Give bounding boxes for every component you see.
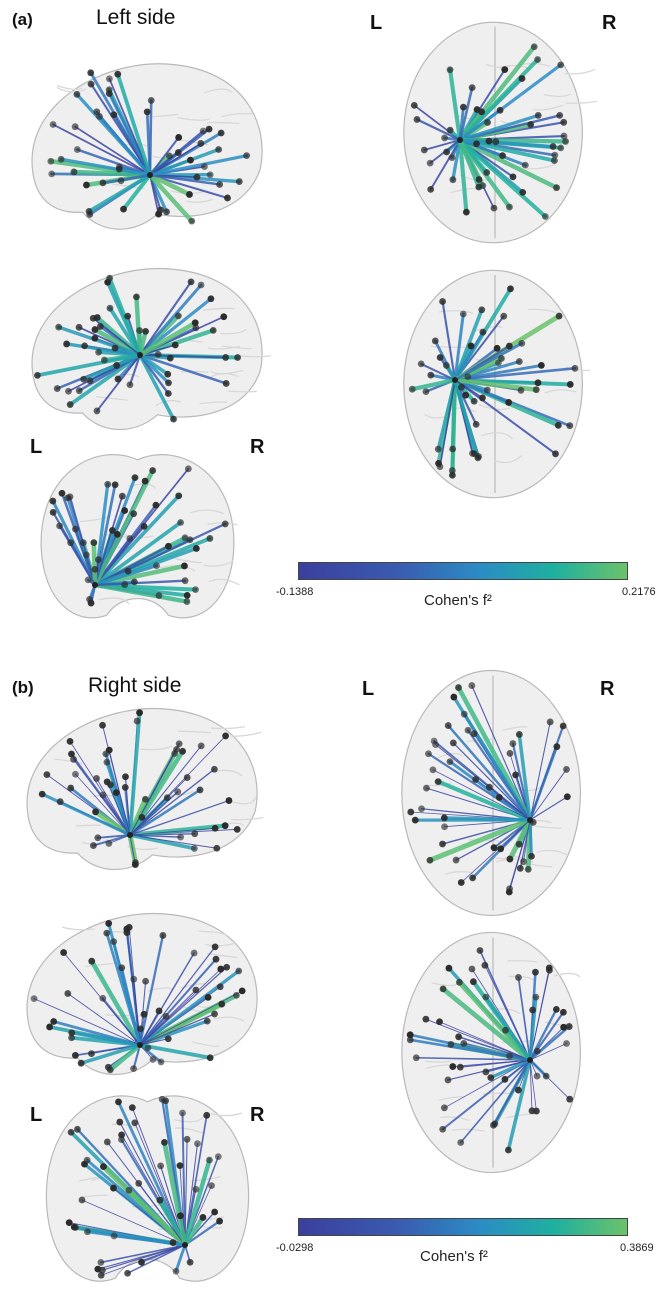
panel-a-coronal-right-label: R <box>250 436 265 458</box>
panel-a-label: (a) <box>12 10 33 29</box>
panel-b-coronal-brain <box>45 1095 250 1282</box>
panel-b-axial-top-left-label: L <box>362 678 375 700</box>
panel-a-coronal-brain <box>40 454 240 619</box>
panel-b-colorbar <box>298 1218 628 1236</box>
panel-a-colorbar-max: 0.2176 <box>622 586 656 598</box>
panel-b-colorbar-min: -0.0298 <box>276 1242 314 1254</box>
panel-b-coronal-left-label: L <box>30 1104 43 1126</box>
panel-a-sagittal-bottom-brain <box>31 267 272 431</box>
panel-a-coronal-left-label: L <box>30 436 43 458</box>
panel-a-colorbar-min: -0.1388 <box>276 586 314 598</box>
panel-a-left-side: (a) Left side L R L R -0.1388 0.2176 Coh… <box>0 0 662 640</box>
panel-a-colorbar-title: Cohen's f² <box>424 592 492 609</box>
panel-b-colorbar-title: Cohen's f² <box>420 1248 488 1265</box>
panel-a-axial-bottom-brain <box>403 269 591 499</box>
panel-b-sagittal-top-brain <box>26 707 264 871</box>
panel-a-axial-top-brain <box>403 21 597 244</box>
panel-a-title: Left side <box>96 6 176 29</box>
panel-b-right-side: (b) Right side L R L R <box>0 640 662 1302</box>
panel-b-title: Right side <box>88 674 182 697</box>
panel-b-axial-bottom-brain <box>401 931 582 1174</box>
panel-a-colorbar <box>298 562 628 580</box>
panel-b-sagittal-bottom-brain <box>26 912 258 1076</box>
panel-a-sagittal-top-brain <box>31 63 263 230</box>
panel-b-label: (b) <box>12 678 34 697</box>
panel-b-colorbar-max: 0.3869 <box>620 1242 654 1254</box>
panel-b-coronal-right-label: R <box>250 1104 265 1126</box>
panel-a-axial-top-left-label: L <box>370 12 383 34</box>
panel-a-axial-top-right-label: R <box>602 12 617 34</box>
panel-b-axial-top-right-label: R <box>600 678 615 700</box>
panel-b-axial-top-brain <box>401 669 582 917</box>
